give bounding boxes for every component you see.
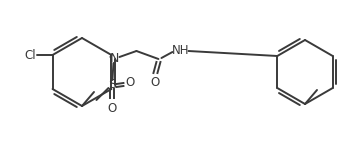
Text: NH: NH: [172, 44, 189, 57]
Text: O: O: [151, 76, 160, 89]
Text: O: O: [126, 76, 135, 89]
Text: N: N: [110, 52, 119, 65]
Text: S: S: [109, 79, 117, 92]
Text: Cl: Cl: [24, 48, 35, 61]
Text: O: O: [108, 102, 117, 115]
